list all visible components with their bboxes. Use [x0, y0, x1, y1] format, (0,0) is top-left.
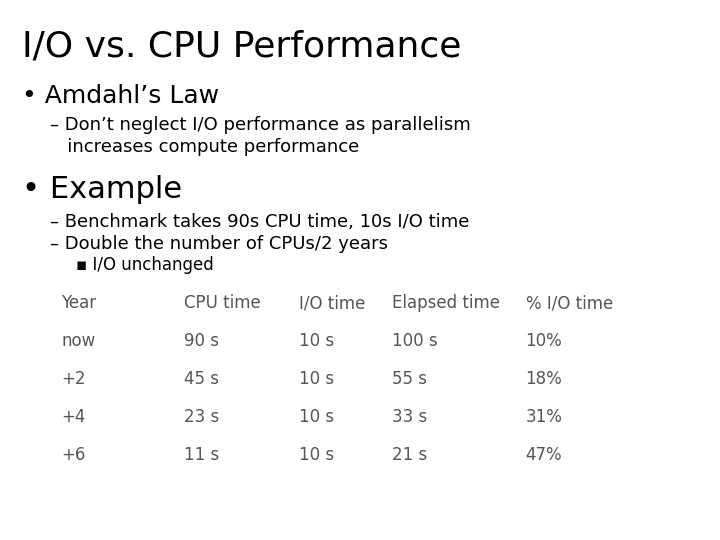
Text: 18%: 18%: [526, 370, 562, 388]
Text: +2: +2: [61, 370, 86, 388]
Text: 21 s: 21 s: [392, 446, 428, 463]
Text: 10 s: 10 s: [299, 446, 334, 463]
Text: +4: +4: [61, 408, 86, 426]
Text: 55 s: 55 s: [392, 370, 428, 388]
Text: % I/O time: % I/O time: [526, 294, 613, 312]
Text: 90 s: 90 s: [184, 332, 219, 350]
Text: Elapsed time: Elapsed time: [392, 294, 500, 312]
Text: 10 s: 10 s: [299, 408, 334, 426]
Text: I/O vs. CPU Performance: I/O vs. CPU Performance: [22, 30, 461, 64]
Text: Year: Year: [61, 294, 96, 312]
Text: 28: 28: [664, 511, 686, 529]
Text: 45 s: 45 s: [184, 370, 219, 388]
Text: +6: +6: [61, 446, 86, 463]
Text: 31%: 31%: [526, 408, 562, 426]
Text: CPU time: CPU time: [184, 294, 261, 312]
Text: • Example: • Example: [22, 176, 181, 205]
Text: – Benchmark takes 90s CPU time, 10s I/O time: – Benchmark takes 90s CPU time, 10s I/O …: [50, 213, 469, 231]
Text: ▪ I/O unchanged: ▪ I/O unchanged: [76, 256, 213, 274]
Text: 10 s: 10 s: [299, 332, 334, 350]
Text: 10%: 10%: [526, 332, 562, 350]
Text: 11 s: 11 s: [184, 446, 219, 463]
Text: increases compute performance: increases compute performance: [50, 138, 360, 156]
Text: now: now: [61, 332, 96, 350]
Text: 47%: 47%: [526, 446, 562, 463]
Text: • Amdahl’s Law: • Amdahl’s Law: [22, 84, 219, 107]
Text: 10 s: 10 s: [299, 370, 334, 388]
Text: 33 s: 33 s: [392, 408, 428, 426]
Text: – Don’t neglect I/O performance as parallelism: – Don’t neglect I/O performance as paral…: [50, 116, 471, 134]
Text: 23 s: 23 s: [184, 408, 219, 426]
Text: I/O time: I/O time: [299, 294, 365, 312]
Text: – Double the number of CPUs/2 years: – Double the number of CPUs/2 years: [50, 235, 388, 253]
Text: 100 s: 100 s: [392, 332, 438, 350]
